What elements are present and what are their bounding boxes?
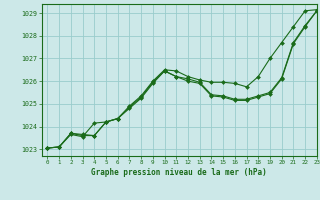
X-axis label: Graphe pression niveau de la mer (hPa): Graphe pression niveau de la mer (hPa) <box>91 168 267 177</box>
